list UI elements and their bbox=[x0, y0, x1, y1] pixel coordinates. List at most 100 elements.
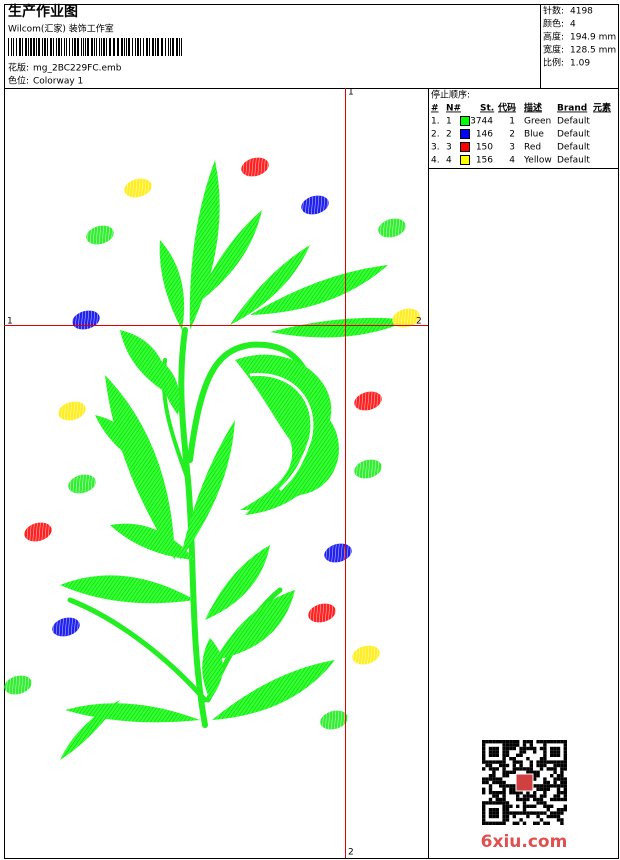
qr-module bbox=[536, 797, 540, 802]
motif-hatch bbox=[354, 459, 382, 479]
motif-hatch bbox=[352, 645, 380, 665]
stat-value: 4198 bbox=[570, 7, 593, 17]
cell-needle: 4 bbox=[446, 156, 452, 166]
bar bbox=[38, 38, 40, 56]
motif-hatch bbox=[24, 522, 52, 542]
qr-module bbox=[482, 746, 486, 751]
qr-module bbox=[556, 818, 561, 822]
bar bbox=[85, 38, 86, 56]
design-label: 花版: bbox=[8, 62, 29, 74]
qr-module bbox=[526, 811, 530, 815]
qr-module bbox=[533, 750, 537, 754]
qr-module bbox=[536, 784, 540, 788]
bar bbox=[16, 38, 17, 56]
qr-module bbox=[488, 777, 493, 781]
leaf bbox=[205, 545, 270, 620]
bar bbox=[81, 38, 82, 56]
leaf bbox=[65, 703, 200, 723]
qr-module bbox=[529, 811, 533, 815]
qr-module bbox=[536, 801, 540, 805]
bar bbox=[146, 38, 148, 56]
qr-module bbox=[492, 814, 496, 819]
bar bbox=[74, 38, 76, 56]
leaf bbox=[250, 265, 388, 315]
crosshair-label: 1 bbox=[348, 88, 354, 98]
leaf bbox=[180, 420, 235, 560]
qr-module bbox=[492, 746, 496, 751]
qr-module bbox=[495, 814, 499, 819]
bar bbox=[181, 38, 182, 56]
motif-hatch bbox=[308, 603, 336, 623]
bar bbox=[113, 38, 115, 56]
qr-module bbox=[553, 777, 557, 781]
stat-label: 宽度: bbox=[543, 44, 564, 56]
qr-module bbox=[488, 797, 493, 802]
qr-module bbox=[482, 767, 486, 771]
bar bbox=[155, 38, 156, 56]
qr-module bbox=[522, 804, 527, 808]
qr-module bbox=[509, 746, 513, 751]
qr-module bbox=[550, 753, 554, 757]
motif-hatch bbox=[392, 308, 420, 328]
bar bbox=[117, 38, 119, 56]
qr-module bbox=[563, 753, 567, 757]
qr-module bbox=[553, 753, 557, 757]
qr-module bbox=[550, 740, 554, 744]
crosshair-label: 2 bbox=[348, 848, 354, 858]
qr-module bbox=[556, 784, 561, 788]
qr-module bbox=[516, 797, 520, 802]
color-swatch bbox=[460, 129, 470, 139]
leaf bbox=[105, 375, 175, 560]
bar bbox=[101, 38, 102, 56]
qr-module bbox=[550, 767, 554, 771]
motif-hatch bbox=[58, 401, 86, 421]
qr-module bbox=[488, 760, 493, 764]
studio: Wilcom(汇家) 装饰工作室 bbox=[8, 23, 114, 35]
column-header: Brand bbox=[557, 104, 587, 114]
qr-module bbox=[539, 740, 544, 744]
motif-hatch bbox=[324, 543, 352, 563]
qr-module bbox=[495, 801, 499, 805]
qr-module bbox=[482, 814, 486, 819]
leaf bbox=[159, 240, 185, 330]
qr-module bbox=[482, 818, 486, 822]
qr-module bbox=[485, 821, 489, 825]
qr-module bbox=[536, 740, 540, 744]
qr-module bbox=[539, 794, 544, 798]
qr-module bbox=[539, 760, 544, 764]
qr-module bbox=[563, 780, 567, 785]
qr-module bbox=[533, 777, 537, 781]
qr-module bbox=[516, 753, 520, 757]
bar bbox=[121, 38, 123, 56]
qr-module bbox=[550, 760, 554, 764]
qr-module bbox=[560, 821, 564, 825]
qr-logo bbox=[515, 773, 534, 792]
qr-module bbox=[499, 777, 503, 781]
bar bbox=[170, 38, 171, 56]
qr-module bbox=[556, 791, 561, 795]
bar bbox=[64, 38, 65, 56]
qr-module bbox=[563, 750, 567, 754]
qr-module bbox=[563, 794, 567, 798]
qr-module bbox=[512, 757, 516, 761]
bar bbox=[106, 38, 107, 56]
qr-module bbox=[563, 804, 567, 808]
qr-module bbox=[502, 797, 506, 802]
colorway: Colorway 1 bbox=[33, 77, 83, 87]
qr-module bbox=[502, 780, 506, 785]
bar bbox=[143, 38, 144, 56]
qr-module bbox=[505, 774, 510, 778]
qr-module bbox=[482, 791, 486, 795]
qr-module bbox=[526, 740, 530, 744]
crosshair-label: 1 bbox=[7, 317, 13, 327]
cell-stitches: 146 bbox=[476, 130, 493, 140]
qr-module bbox=[553, 770, 557, 774]
bar bbox=[53, 38, 54, 56]
qr-module bbox=[516, 821, 520, 825]
qr-module bbox=[553, 763, 557, 768]
bar bbox=[28, 38, 29, 56]
qr-module bbox=[512, 814, 516, 819]
cell-index: 3. bbox=[431, 143, 440, 153]
qr-module bbox=[495, 750, 499, 754]
qr-module bbox=[519, 767, 523, 771]
